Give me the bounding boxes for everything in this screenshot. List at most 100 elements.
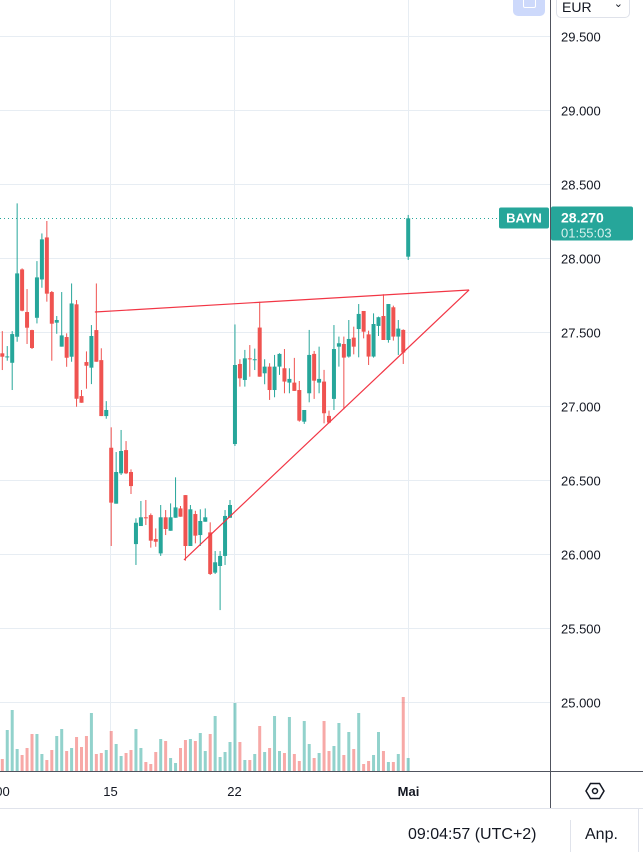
candle-up <box>287 378 292 383</box>
candles <box>0 203 411 611</box>
volume-bar <box>124 753 128 771</box>
adjustment-toggle[interactable]: Anp. <box>585 826 618 843</box>
volume-bar <box>258 726 262 771</box>
volume-bar <box>5 730 9 771</box>
volume-bar <box>233 703 237 771</box>
candle-down <box>143 517 148 519</box>
candle-down <box>312 353 317 381</box>
candle-down <box>20 269 25 311</box>
volume-bar <box>149 764 153 771</box>
candle-up <box>203 517 208 522</box>
candle-up <box>376 317 381 326</box>
settings-icon[interactable] <box>585 782 605 800</box>
candle-up <box>386 304 391 340</box>
grid <box>0 0 550 771</box>
candle-down <box>237 363 242 379</box>
price-tick-label: 28.000 <box>561 252 601 267</box>
volume-bars <box>0 697 410 771</box>
volume-bar <box>89 713 93 771</box>
volume-bar <box>154 752 158 771</box>
volume-bar <box>208 734 212 771</box>
candle-down <box>366 334 371 357</box>
volume-bar <box>0 759 4 771</box>
last-price-label: 28.270 01:55:03 <box>551 206 633 241</box>
volume-bar <box>129 750 133 771</box>
volume-bar <box>396 754 400 771</box>
volume-bar <box>20 755 24 771</box>
volume-bar <box>406 758 410 771</box>
volume-bar <box>183 740 187 771</box>
candle-up <box>138 517 143 527</box>
candle-up <box>10 334 15 363</box>
candle-up <box>59 335 64 347</box>
candle-down <box>292 382 297 391</box>
candle-down <box>163 517 168 529</box>
candle-up <box>198 520 203 536</box>
volume-bar <box>282 753 286 771</box>
candle-up <box>89 335 94 368</box>
volume-bar <box>10 710 14 771</box>
countdown-text: 01:55:03 <box>561 226 612 241</box>
volume-bar <box>342 755 346 771</box>
candle-up <box>302 409 307 422</box>
candle-down <box>351 337 356 347</box>
volume-bar <box>193 741 197 771</box>
candle-down <box>247 358 252 360</box>
volume-bar <box>45 760 49 771</box>
candle-down <box>257 327 262 377</box>
currency-select[interactable]: EUR ⌄ <box>556 0 630 18</box>
volume-bar <box>381 751 385 771</box>
volume-bar <box>362 764 366 771</box>
volume-bar <box>322 721 326 771</box>
price-axis[interactable]: 29.500 29.000 28.500 28.000 27.500 27.000 26.5… <box>561 30 601 711</box>
time-tick-label: 00 <box>0 784 10 799</box>
volume-bar <box>40 754 44 771</box>
candle-up <box>39 239 44 280</box>
price-tick-label: 25.500 <box>561 622 601 637</box>
candle-up <box>406 218 411 257</box>
candle-up <box>218 555 223 566</box>
candle-down <box>99 360 104 417</box>
volume-bar <box>134 729 138 771</box>
price-tick-label: 27.000 <box>561 400 601 415</box>
volume-bar <box>15 749 19 771</box>
top-toolbar-button[interactable] <box>513 0 545 16</box>
volume-bar <box>243 760 247 771</box>
candle-down <box>193 514 198 536</box>
chevron-down-icon: ⌄ <box>613 0 623 10</box>
last-price-text: 28.270 <box>561 210 604 226</box>
volume-bar <box>287 717 291 771</box>
status-bar <box>0 808 643 853</box>
volume-bar <box>386 762 390 771</box>
volume-bar <box>347 732 351 771</box>
candle-up <box>272 366 277 391</box>
volume-bar <box>213 716 217 771</box>
trendlines[interactable] <box>94 289 470 561</box>
volume-bar <box>372 755 376 771</box>
volume-bar <box>278 751 281 771</box>
volume-bar <box>114 744 118 771</box>
volume-bar <box>84 736 88 771</box>
candle-down <box>208 532 213 574</box>
candle-down <box>297 390 302 421</box>
candle-down <box>341 343 346 358</box>
volume-bar <box>332 746 336 771</box>
price-tick-label: 28.500 <box>561 178 601 193</box>
candle-down <box>124 450 129 474</box>
trendline <box>183 289 470 561</box>
volume-bar <box>352 749 356 771</box>
candle-up <box>168 517 173 531</box>
candle-down <box>84 362 89 366</box>
candle-down <box>94 330 99 362</box>
candle-down <box>381 316 386 340</box>
candle-down <box>183 495 188 547</box>
price-tick-label: 29.500 <box>561 30 601 45</box>
volume-bar <box>391 762 395 771</box>
candle-down <box>129 472 133 487</box>
time-axis[interactable]: 00 15 22 Mai <box>0 784 419 799</box>
volume-bar <box>94 754 98 771</box>
volume-bar <box>80 747 83 771</box>
clock-timezone[interactable]: 09:04:57 (UTC+2) <box>408 826 537 843</box>
price-tick-label: 29.000 <box>561 104 601 119</box>
